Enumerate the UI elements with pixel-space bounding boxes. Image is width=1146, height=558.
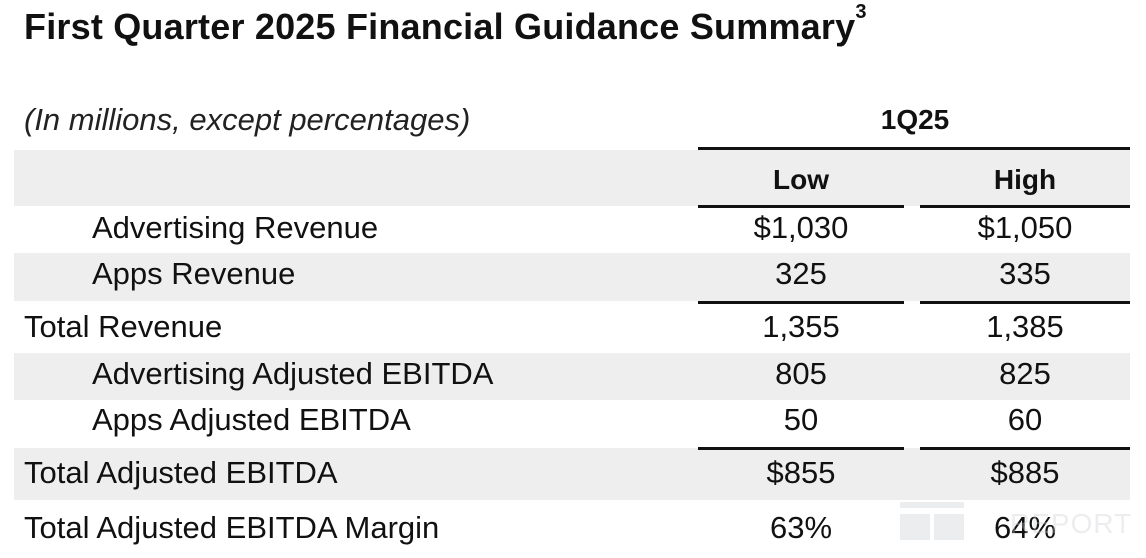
row-label: Apps Revenue [92,256,296,291]
row-value-high: 335 [999,256,1051,291]
table-row: Advertising Adjusted EBITDA 805 825 [14,356,1130,396]
units-note: (In millions, except percentages) [24,102,471,137]
table-row: Apps Adjusted EBITDA 50 60 [14,402,1130,442]
row-value-high: 825 [999,356,1051,391]
column-header-row: Low High [14,164,1130,204]
row-value-high: $885 [990,455,1060,490]
watermark-text: REPORT [1010,508,1133,539]
row-value-low: $855 [766,455,836,490]
subtotal-rule-high [920,301,1130,304]
title-text: First Quarter 2025 Financial Guidance Su… [24,6,856,47]
row-band-adv-ebitda [14,353,1130,400]
page-title: First Quarter 2025 Financial Guidance Su… [24,2,867,48]
watermark: REPORT [900,500,1140,550]
row-value-low: 63% [769,510,833,545]
table-row: Advertising Revenue $1,030 $1,050 [14,210,1130,250]
row-value-low: 325 [775,256,827,291]
row-value-low: $1,030 [753,210,849,245]
total-rule-high [920,447,1130,450]
table-row: Total Adjusted EBITDA $855 $885 [14,455,1130,495]
row-label: Total Adjusted EBITDA Margin [24,510,440,545]
row-value-high: 60 [1007,402,1043,437]
period-header: 1Q25 [880,104,950,135]
row-value-high: 64% [993,510,1057,545]
row-label: Total Adjusted EBITDA [24,455,338,490]
row-label: Total Revenue [24,309,223,344]
column-rule-low [698,205,904,208]
subtotal-rule-low [698,301,904,304]
row-band-apps-revenue [14,253,1130,301]
header-band [14,150,1130,206]
watermark-logo-icon [900,502,964,540]
row-value-low: 50 [783,402,819,437]
table-row: Total Adjusted EBITDA Margin 63% 64% [14,510,1130,550]
table-row: Total Revenue 1,355 1,385 [14,309,1130,349]
row-label: Advertising Adjusted EBITDA [92,356,494,391]
row-value-low: 805 [775,356,827,391]
row-value-high: $1,050 [977,210,1073,245]
column-header-low: Low [773,164,829,195]
column-rule-high [920,205,1130,208]
row-label: Apps Adjusted EBITDA [92,402,411,437]
row-band-total-ebitda [14,448,1130,500]
column-header-high: High [993,164,1057,195]
title-footnote: 3 [855,1,867,23]
period-rule [698,147,1130,150]
total-rule-low [698,447,904,450]
row-value-high: 1,385 [986,309,1064,344]
table-row: Apps Revenue 325 335 [14,256,1130,296]
row-value-low: 1,355 [762,309,840,344]
row-label: Advertising Revenue [92,210,379,245]
